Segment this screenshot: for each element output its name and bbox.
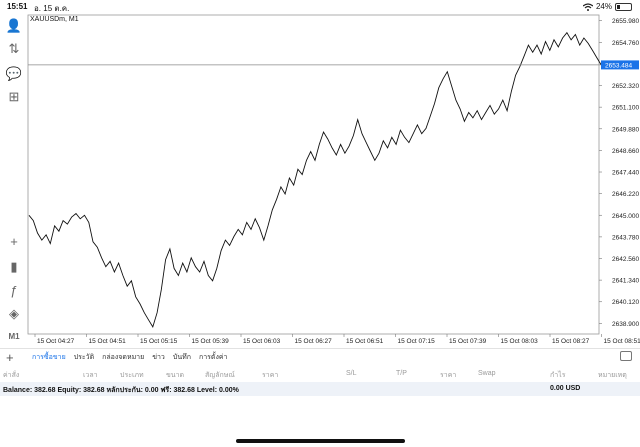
candlestick-icon[interactable]: ▮: [10, 259, 18, 274]
wifi-icon: [582, 2, 593, 11]
balance-summary: Balance: 382.68 Equity: 382.68 หลักประกั…: [3, 387, 239, 394]
current-price-badge: [601, 60, 639, 70]
y-tick-label: 2640.120: [612, 299, 639, 306]
column-header[interactable]: ค่าสั่ง: [3, 372, 20, 379]
status-time: 15:51: [7, 2, 28, 11]
y-tick-label: 2641.340: [612, 278, 639, 285]
crosshair-icon[interactable]: +: [10, 233, 18, 249]
y-tick-label: 2645.000: [612, 213, 639, 220]
y-tick-label: 2638.900: [612, 321, 639, 328]
x-tick-label: 15 Oct 05:15: [140, 338, 178, 344]
price-series-line: [28, 31, 602, 328]
tab-3[interactable]: ข่าว: [152, 354, 165, 361]
battery-percent: 24%: [595, 2, 612, 11]
y-tick-label: 2642.560: [612, 256, 639, 263]
terminal-tabs: การซื้อขาย ประวัติ กล่องจดหมาย ข่าว บันทึก กา…: [32, 352, 227, 363]
timeframe-button[interactable]: M1: [8, 331, 20, 341]
x-tick-label: 15 Oct 07:39: [449, 338, 487, 344]
price-chart[interactable]: 2655.980 2654.760 2653.484 2652.320 2651.100…: [27, 14, 640, 344]
y-tick-label: 2646.220: [612, 191, 639, 198]
symbol-label: XAUUSDm, M1: [30, 16, 79, 23]
terminal-tab-bar: + การซื้อขาย ประวัติ กล่องจดหมาย ข่าว บันทึก…: [0, 348, 640, 365]
column-header[interactable]: หมายเหตุ: [598, 372, 627, 379]
x-tick-label: 15 Oct 06:27: [295, 338, 333, 344]
y-tick-label: 2648.660: [612, 148, 639, 155]
y-tick-label: 2654.760: [612, 40, 639, 47]
x-tick-label: 15 Oct 06:03: [243, 338, 281, 344]
x-tick-label: 15 Oct 08:03: [501, 338, 539, 344]
account-icon[interactable]: 👤: [5, 18, 23, 33]
add-document-icon[interactable]: ⊞: [8, 89, 20, 104]
panel-layout-icon[interactable]: [620, 351, 632, 361]
column-header[interactable]: เวลา: [83, 372, 98, 379]
column-header[interactable]: ราคา: [262, 372, 279, 379]
tab-0[interactable]: การซื้อขาย: [32, 354, 66, 361]
tab-1[interactable]: ประวัติ: [73, 354, 95, 361]
orders-column-header: ค่าสั่ง เวลา ประเภท ขนาด สัญลักษณ์ ราคา S/L T/P…: [0, 367, 640, 381]
status-date: อ. 15 ต.ค.: [34, 4, 70, 13]
objects-icon[interactable]: ◈: [9, 306, 19, 321]
current-price-label: 2653.484: [605, 62, 632, 69]
home-indicator[interactable]: [236, 439, 405, 443]
y-tick-label: 2652.320: [612, 83, 639, 90]
tab-2[interactable]: กล่องจดหมาย: [102, 354, 145, 361]
indicator-icon[interactable]: ƒ: [10, 282, 18, 298]
x-tick-label: 15 Oct 04:27: [37, 338, 75, 344]
y-tick-label: 2649.880: [612, 126, 639, 133]
y-tick-label: 2643.780: [612, 234, 639, 241]
x-tick-label: 15 Oct 08:27: [552, 338, 590, 344]
battery-icon: [615, 2, 632, 11]
column-header[interactable]: ขนาด: [166, 372, 185, 379]
column-header[interactable]: S/L: [346, 370, 357, 377]
y-tick-label: 2651.100: [612, 105, 639, 112]
left-toolbar: 👤 ⇅ 💬 ⊞ + ▮ ƒ ◈ M1: [0, 14, 27, 344]
add-icon[interactable]: +: [6, 350, 14, 365]
status-bar: 15:51 อ. 15 ต.ค. 24%: [0, 0, 640, 14]
column-header[interactable]: สัญลักษณ์: [205, 372, 235, 379]
chart-area[interactable]: 2655.980 2654.760 2653.484 2652.320 2651.100…: [27, 14, 640, 344]
plot-frame: [27, 14, 600, 335]
column-header[interactable]: ราคา: [440, 372, 457, 379]
status-indicators: 24%: [582, 2, 632, 11]
tab-5[interactable]: การตั้งค่า: [198, 354, 228, 361]
y-tick-label: 2647.440: [612, 170, 639, 177]
x-tick-label: 15 Oct 04:51: [89, 338, 127, 344]
column-header[interactable]: T/P: [396, 370, 407, 377]
column-header[interactable]: ประเภท: [120, 372, 144, 379]
x-tick-label: 15 Oct 05:39: [192, 338, 230, 344]
tab-4[interactable]: บันทึก: [172, 354, 191, 361]
x-tick-label: 15 Oct 08:51: [604, 338, 640, 344]
chat-icon[interactable]: 💬: [5, 66, 23, 81]
x-tick-label: 15 Oct 07:15: [398, 338, 436, 344]
column-header[interactable]: Swap: [478, 370, 496, 377]
column-header[interactable]: กำไร: [550, 372, 566, 379]
battery-fill: [617, 4, 620, 9]
trade-icon[interactable]: ⇅: [8, 41, 20, 56]
x-tick-label: 15 Oct 06:51: [346, 338, 384, 344]
profit-total: 0.00 USD: [550, 385, 581, 392]
y-tick-label: 2655.980: [612, 18, 639, 25]
balance-row: Balance: 382.68 Equity: 382.68 หลักประกั…: [0, 382, 640, 396]
